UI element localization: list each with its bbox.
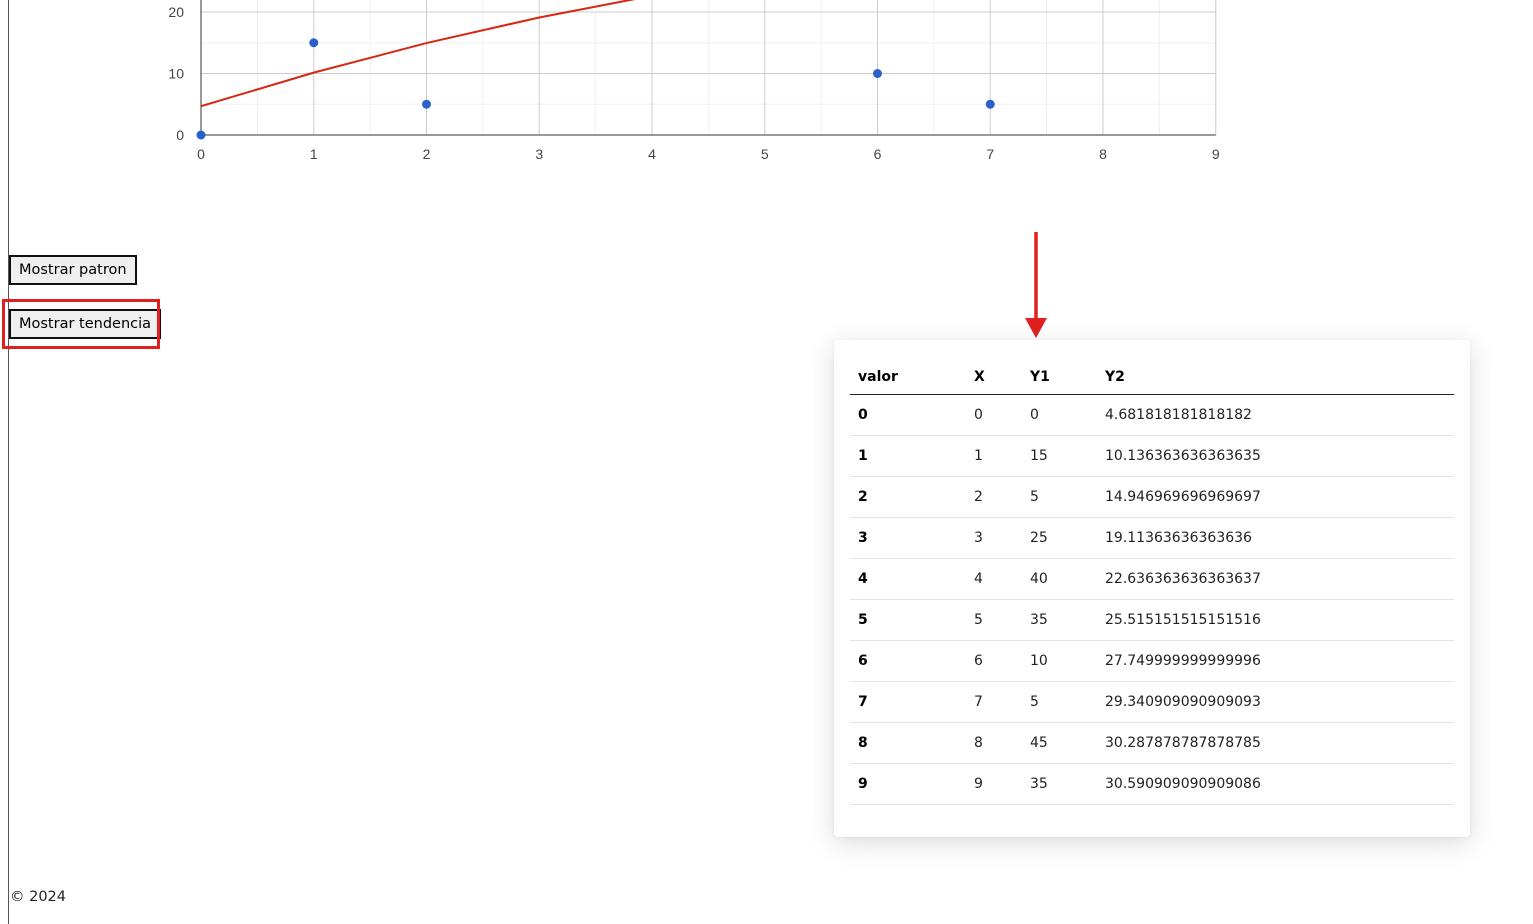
table-row: 7 7 5 29.340909090909093 bbox=[850, 681, 1454, 723]
cell-y1: 35 bbox=[1022, 599, 1097, 641]
cell-y2: 27.749999999999996 bbox=[1097, 640, 1454, 682]
row-index: 7 bbox=[850, 681, 966, 723]
chart-grid bbox=[201, 0, 1217, 135]
table-row: 4 4 40 22.636363636363637 bbox=[850, 558, 1454, 600]
cell-x: 0 bbox=[966, 394, 1022, 436]
cell-y1: 45 bbox=[1022, 722, 1097, 764]
row-index: 5 bbox=[850, 599, 966, 641]
column-header: X bbox=[966, 360, 1022, 395]
cell-y1: 5 bbox=[1022, 681, 1097, 723]
cell-y2: 22.636363636363637 bbox=[1097, 558, 1454, 600]
cell-y1: 5 bbox=[1022, 476, 1097, 518]
x-tick-label: 0 bbox=[197, 146, 205, 162]
cell-y1: 40 bbox=[1022, 558, 1097, 600]
x-tick-label: 3 bbox=[535, 146, 543, 162]
table-header-row: valor X Y1 Y2 bbox=[850, 360, 1454, 395]
x-tick-label: 1 bbox=[310, 146, 318, 162]
column-header: valor bbox=[850, 360, 966, 395]
table-row: 6 6 10 27.749999999999996 bbox=[850, 640, 1454, 682]
column-header: Y2 bbox=[1097, 360, 1454, 395]
data-point bbox=[873, 69, 882, 78]
y-tick-label: 10 bbox=[168, 66, 184, 82]
y-tick-label: 0 bbox=[176, 127, 184, 143]
x-tick-label: 6 bbox=[874, 146, 882, 162]
cell-y2: 25.515151515151516 bbox=[1097, 599, 1454, 641]
data-table-panel: valor X Y1 Y2 0 0 0 4.681818181818182 1 … bbox=[834, 340, 1470, 837]
column-header: Y1 bbox=[1022, 360, 1097, 395]
page-left-border bbox=[8, 0, 9, 924]
cell-x: 7 bbox=[966, 681, 1022, 723]
cell-x: 5 bbox=[966, 599, 1022, 641]
y-tick-label: 20 bbox=[168, 4, 184, 20]
cell-x: 3 bbox=[966, 517, 1022, 559]
row-index: 3 bbox=[850, 517, 966, 559]
row-index: 1 bbox=[850, 435, 966, 477]
show-pattern-button[interactable]: Mostrar patron bbox=[9, 255, 137, 285]
trend-chart: 0 1 2 3 4 5 6 7 8 9 0 10 20 bbox=[168, 0, 1220, 162]
cell-y1: 15 bbox=[1022, 435, 1097, 477]
highlight-box bbox=[2, 299, 160, 349]
row-index: 9 bbox=[850, 763, 966, 805]
cell-y2: 19.11363636363636 bbox=[1097, 517, 1454, 559]
cell-x: 1 bbox=[966, 435, 1022, 477]
row-index: 8 bbox=[850, 722, 966, 764]
table-row: 8 8 45 30.287878787878785 bbox=[850, 722, 1454, 764]
data-point bbox=[309, 38, 319, 48]
cell-x: 6 bbox=[966, 640, 1022, 682]
x-tick-label: 7 bbox=[986, 146, 994, 162]
row-index: 4 bbox=[850, 558, 966, 600]
table-row: 3 3 25 19.11363636363636 bbox=[850, 517, 1454, 559]
table-row: 1 1 15 10.136363636363635 bbox=[850, 435, 1454, 477]
show-trend-button[interactable]: Mostrar tendencia bbox=[9, 309, 162, 339]
arrow-down-icon bbox=[1025, 232, 1047, 338]
cell-y1: 25 bbox=[1022, 517, 1097, 559]
trend-line bbox=[201, 0, 636, 108]
x-tick-label: 8 bbox=[1099, 146, 1107, 162]
cell-y2: 10.136363636363635 bbox=[1097, 435, 1454, 477]
data-point bbox=[985, 99, 995, 109]
cell-x: 4 bbox=[966, 558, 1022, 600]
cell-y1: 0 bbox=[1022, 394, 1097, 436]
table-row: 9 9 35 30.590909090909086 bbox=[850, 763, 1454, 805]
table-row: 5 5 35 25.515151515151516 bbox=[850, 599, 1454, 641]
data-table: valor X Y1 Y2 0 0 0 4.681818181818182 1 … bbox=[850, 360, 1454, 805]
tick-labels: 0 1 2 3 4 5 6 7 8 9 0 10 20 bbox=[168, 4, 1219, 162]
cell-y2: 30.590909090909086 bbox=[1097, 763, 1454, 805]
cell-x: 8 bbox=[966, 722, 1022, 764]
table-row: 0 0 0 4.681818181818182 bbox=[850, 394, 1454, 436]
trend-line-layer bbox=[201, 0, 636, 108]
x-tick-label: 9 bbox=[1212, 146, 1220, 162]
table-row: 2 2 5 14.946969696969697 bbox=[850, 476, 1454, 518]
row-index: 2 bbox=[850, 476, 966, 518]
row-index: 6 bbox=[850, 640, 966, 682]
x-tick-label: 5 bbox=[761, 146, 769, 162]
data-point bbox=[422, 99, 431, 109]
cell-y2: 29.340909090909093 bbox=[1097, 681, 1454, 723]
cell-y2: 14.946969696969697 bbox=[1097, 476, 1454, 518]
x-tick-label: 4 bbox=[648, 146, 656, 162]
chart-axes bbox=[200, 0, 1216, 136]
x-tick-label: 2 bbox=[423, 146, 431, 162]
data-point bbox=[196, 130, 206, 140]
cell-y1: 35 bbox=[1022, 763, 1097, 805]
cell-y2: 30.287878787878785 bbox=[1097, 722, 1454, 764]
footer-copyright: © 2024 bbox=[10, 889, 67, 905]
scatter-points-layer bbox=[196, 38, 995, 140]
cell-x: 9 bbox=[966, 763, 1022, 805]
cell-y2: 4.681818181818182 bbox=[1097, 394, 1454, 436]
row-index: 0 bbox=[850, 394, 966, 436]
cell-x: 2 bbox=[966, 476, 1022, 518]
cell-y1: 10 bbox=[1022, 640, 1097, 682]
